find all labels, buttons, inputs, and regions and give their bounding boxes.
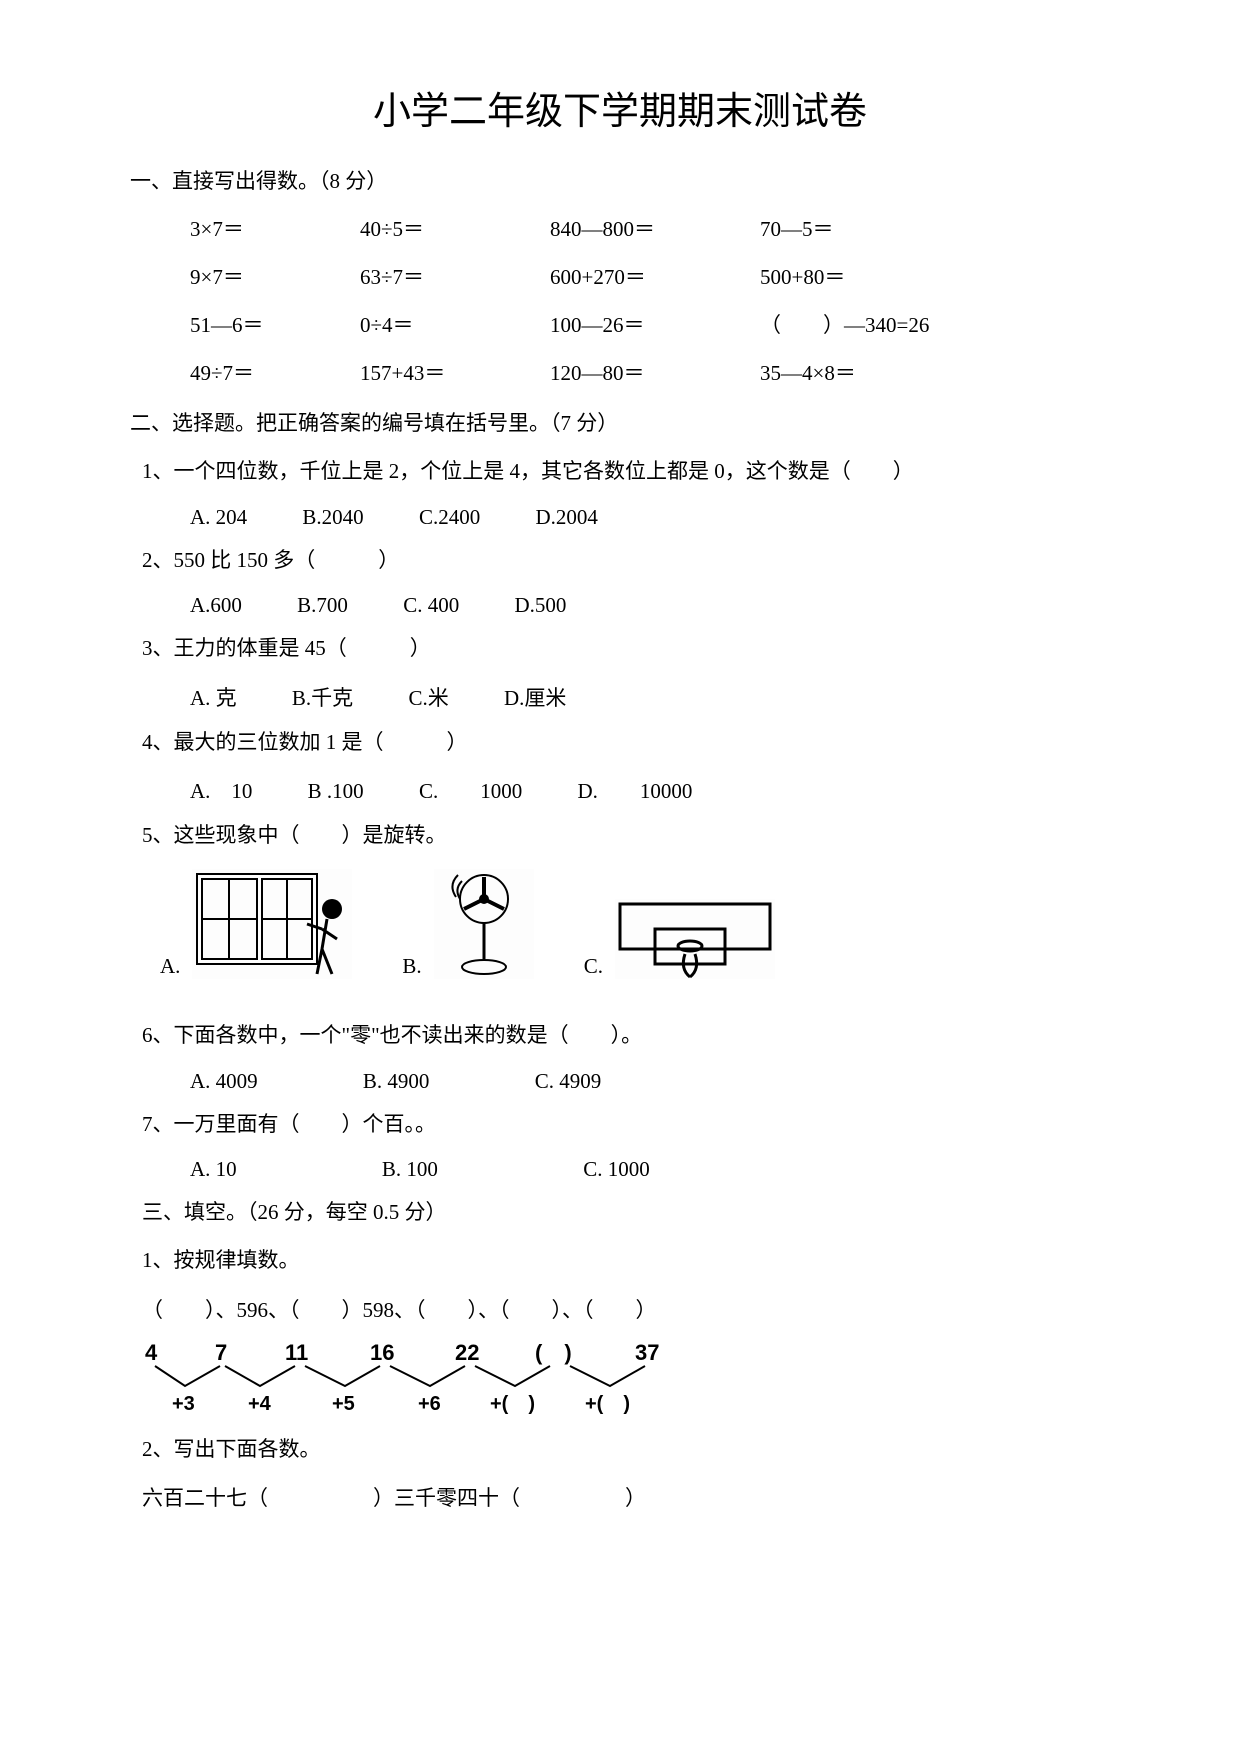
calc-cell: 0÷4＝ xyxy=(360,309,550,339)
window-image xyxy=(192,869,352,979)
seq-num: 4 xyxy=(145,1340,158,1365)
q7-options: A. 10 B. 100 C. 1000 xyxy=(190,1157,1110,1182)
option: C. 1000 xyxy=(419,775,522,805)
calc-cell: 51—6＝ xyxy=(190,309,360,339)
option: A. 克 xyxy=(190,682,237,712)
calc-cell: 3×7＝ xyxy=(190,213,360,243)
option-label: B. xyxy=(402,954,421,979)
q2-options: A.600 B.700 C. 400 D.500 xyxy=(190,593,1110,618)
q3-text: 3、王力的体重是 45（ ） xyxy=(142,632,1110,666)
option: A. 204 xyxy=(190,505,247,530)
q2-text: 2、550 比 150 多（ ） xyxy=(142,544,1110,578)
seq-op: +( ) xyxy=(585,1393,630,1415)
calc-cell: 49÷7＝ xyxy=(190,357,360,387)
seq-num: ( ) xyxy=(535,1340,572,1365)
option: D.500 xyxy=(514,593,566,618)
seq-op: +( ) xyxy=(490,1393,535,1415)
option: A.600 xyxy=(190,593,242,618)
option: A. 10 xyxy=(190,1157,237,1182)
calc-row: 9×7＝ 63÷7＝ 600+270＝ 500+80＝ xyxy=(190,261,1110,291)
seq-num: 11 xyxy=(285,1340,308,1365)
option: C. 400 xyxy=(403,593,459,618)
section2-header: 二、选择题。把正确答案的编号填在括号里。（7 分） xyxy=(130,407,1110,437)
option: A. 10 xyxy=(190,775,252,805)
calc-row: 51—6＝ 0÷4＝ 100—26＝ （ ）—340=26 xyxy=(190,309,1110,339)
q5-option-b: B. xyxy=(402,869,533,979)
calc-cell: 40÷5＝ xyxy=(360,213,550,243)
q1-options: A. 204 B.2040 C.2400 D.2004 xyxy=(190,505,1110,530)
drawer-image xyxy=(615,899,775,979)
s3-q1-text: 1、按规律填数。 xyxy=(142,1244,1110,1278)
seq-op: +5 xyxy=(332,1393,355,1415)
calc-cell: 500+80＝ xyxy=(760,261,980,291)
section1-header: 一、直接写出得数。（8 分） xyxy=(130,165,1110,195)
calc-cell: 120—80＝ xyxy=(550,357,760,387)
calc-cell: 840—800＝ xyxy=(550,213,760,243)
calc-cell: 35—4×8＝ xyxy=(760,357,980,387)
q4-text: 4、最大的三位数加 1 是（ ） xyxy=(142,726,1110,760)
q6-text: 6、下面各数中，一个"零"也不读出来的数是（ ）。 xyxy=(142,1019,1110,1053)
seq-op: +3 xyxy=(172,1393,195,1415)
page-title: 小学二年级下学期期末测试卷 xyxy=(130,80,1110,135)
option: C.米 xyxy=(408,682,448,712)
calc-cell: （ ）—340=26 xyxy=(760,309,980,339)
calc-cell: 157+43＝ xyxy=(360,357,550,387)
option: D.厘米 xyxy=(504,682,566,712)
calc-cell: 600+270＝ xyxy=(550,261,760,291)
option: C. 1000 xyxy=(583,1157,650,1182)
q5-text: 5、这些现象中（ ）是旋转。 xyxy=(142,819,1110,853)
q5-images: A. B. xyxy=(160,869,1110,979)
option: B.700 xyxy=(297,593,348,618)
calc-cell: 63÷7＝ xyxy=(360,261,550,291)
seq-op: +6 xyxy=(418,1393,441,1415)
calc-cell: 70—5＝ xyxy=(760,213,980,243)
q4-options: A. 10 B .100 C. 1000 D. 10000 xyxy=(190,775,1110,805)
option: D. 10000 xyxy=(577,775,692,805)
option-label: A. xyxy=(160,954,180,979)
option: A. 4009 xyxy=(190,1069,258,1094)
q5-option-c: C. xyxy=(584,899,775,979)
option: C.2400 xyxy=(419,505,480,530)
option: B.千克 xyxy=(292,682,353,712)
option-label: C. xyxy=(584,954,603,979)
seq-num: 16 xyxy=(370,1340,394,1365)
q1-text: 1、一个四位数，千位上是 2，个位上是 4，其它各数位上都是 0，这个数是（ ） xyxy=(142,455,1110,489)
calc-cell: 100—26＝ xyxy=(550,309,760,339)
calc-grid: 3×7＝ 40÷5＝ 840—800＝ 70—5＝ 9×7＝ 63÷7＝ 600… xyxy=(190,213,1110,387)
sequence-diagram: 4 7 11 16 22 ( ) 37 +3 +4 +5 +6 +( ) +( … xyxy=(140,1338,1110,1423)
seq-num: 22 xyxy=(455,1340,479,1365)
q6-options: A. 4009 B. 4900 C. 4909 xyxy=(190,1069,1110,1094)
option: D.2004 xyxy=(535,505,597,530)
calc-row: 3×7＝ 40÷5＝ 840—800＝ 70—5＝ xyxy=(190,213,1110,243)
q7-text: 7、一万里面有（ ）个百。。 xyxy=(142,1108,1110,1142)
option: B. 4900 xyxy=(363,1069,430,1094)
seq-num: 37 xyxy=(635,1340,659,1365)
option: B .100 xyxy=(308,779,364,804)
option: C. 4909 xyxy=(535,1069,602,1094)
q3-options: A. 克 B.千克 C.米 D.厘米 xyxy=(190,682,1110,712)
calc-cell: 9×7＝ xyxy=(190,261,360,291)
calc-row: 49÷7＝ 157+43＝ 120—80＝ 35—4×8＝ xyxy=(190,357,1110,387)
seq-op: +4 xyxy=(248,1393,272,1415)
option: B. 100 xyxy=(382,1157,438,1182)
q5-option-a: A. xyxy=(160,869,352,979)
s3-q1-line1: （ ）、596、（ ）598、（ ）、（ ）、（ ） xyxy=(142,1294,1110,1324)
seq-num: 7 xyxy=(215,1340,227,1365)
s3-q2-line: 六百二十七（ ）三千零四十（ ） xyxy=(142,1482,1110,1512)
s3-q2-text: 2、写出下面各数。 xyxy=(142,1433,1110,1467)
fan-image xyxy=(434,869,534,979)
option: B.2040 xyxy=(302,505,363,530)
section3-header: 三、填空。（26 分，每空 0.5 分） xyxy=(142,1196,1110,1226)
